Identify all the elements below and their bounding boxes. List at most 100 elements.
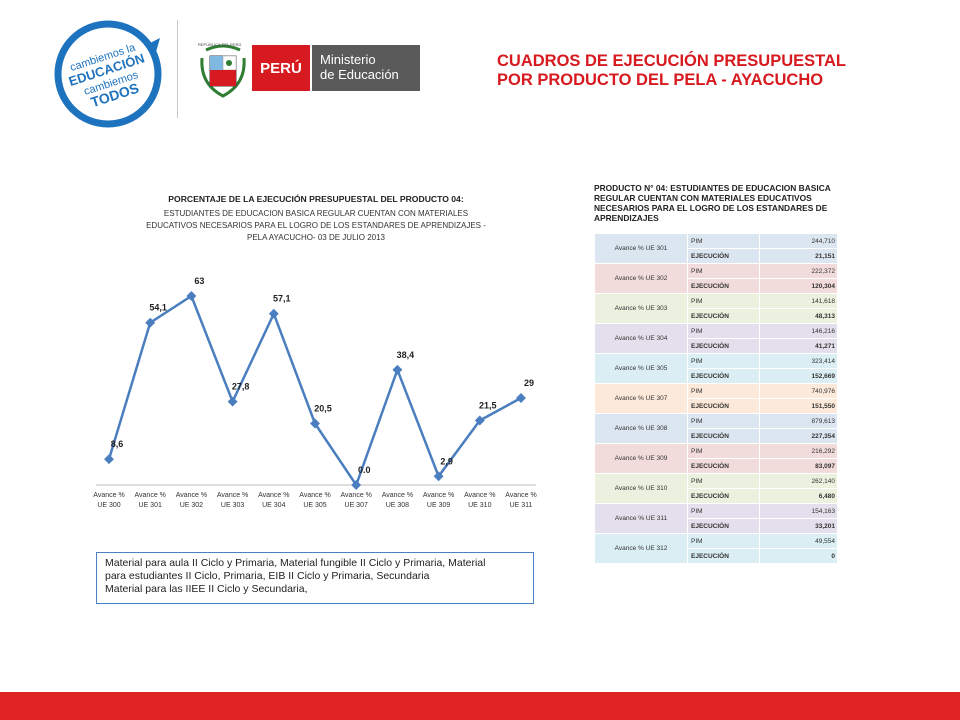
- ejecucion-label-cell: EJECUCIÓN: [687, 458, 760, 474]
- pim-value-cell: 216,292: [759, 443, 838, 459]
- x-tick-label: UE 308: [386, 502, 409, 509]
- ejecucion-value-cell: 33,201: [759, 518, 838, 534]
- x-tick-label: Avance %: [217, 492, 248, 499]
- ue-cell: Avance % UE 307: [594, 383, 688, 414]
- ue-cell: Avance % UE 301: [594, 233, 688, 264]
- ejecucion-label-cell: EJECUCIÓN: [687, 518, 760, 534]
- data-point: [516, 393, 526, 403]
- data-label: 38,4: [397, 350, 415, 360]
- pim-value-cell: 49,554: [759, 533, 838, 549]
- ejecucion-value-cell: 48,313: [759, 308, 838, 324]
- table-row: Avance % UE 304 PIM 146,216: [594, 323, 838, 354]
- x-tick-label: Avance %: [505, 492, 536, 499]
- ejecucion-label-cell: EJECUCIÓN: [687, 488, 760, 504]
- table-title: PRODUCTO N° 04: ESTUDIANTES DE EDUCACION…: [594, 183, 831, 223]
- data-point: [227, 396, 238, 407]
- x-tick-label: Avance %: [135, 492, 166, 499]
- ue-cell: Avance % UE 302: [594, 263, 688, 294]
- ejecucion-label-cell: EJECUCIÓN: [687, 368, 760, 384]
- ue-cell: Avance % UE 312: [594, 533, 688, 564]
- data-point: [351, 480, 362, 490]
- data-label: 0.0: [358, 465, 371, 475]
- x-tick-label: UE 305: [303, 502, 326, 509]
- x-tick-label: Avance %: [176, 492, 207, 499]
- pim-label-cell: PIM: [687, 293, 760, 309]
- x-tick-label: Avance %: [258, 492, 289, 499]
- data-label: 54,1: [149, 303, 167, 313]
- ejecucion-label-cell: EJECUCIÓN: [687, 308, 760, 324]
- x-tick-label: UE 309: [427, 502, 450, 509]
- ejecucion-value-cell: 151,550: [759, 398, 838, 414]
- data-label: 63: [194, 276, 204, 286]
- x-tick-label: Avance %: [464, 492, 495, 499]
- x-tick-label: UE 307: [345, 502, 368, 509]
- ue-cell: Avance % UE 310: [594, 473, 688, 504]
- pim-value-cell: 323,414: [759, 353, 838, 369]
- data-point: [392, 364, 403, 375]
- ue-cell: Avance % UE 311: [594, 503, 688, 534]
- pim-value-cell: 262,140: [759, 473, 838, 489]
- table-row: EJECUCIÓN 83,097: [595, 458, 838, 474]
- coat-of-arms-icon: [200, 44, 246, 98]
- notes-line-1: Material para aula II Ciclo y Primaria, …: [105, 557, 486, 569]
- ejecucion-value-cell: 83,097: [759, 458, 838, 474]
- x-tick-label: UE 300: [97, 502, 120, 509]
- table-row: Avance % UE 308 PIM 879,613: [594, 413, 838, 444]
- table-row: Avance % UE 305 PIM 323,414: [594, 353, 838, 384]
- ejecucion-label-cell: EJECUCIÓN: [687, 398, 760, 414]
- page-title-line-1: CUADROS DE EJECUCIÓN PRESUPUESTAL: [497, 52, 846, 70]
- seal-caption: REPÚBLICA DEL PERÚ: [198, 42, 242, 47]
- series-line: [107, 294, 522, 488]
- x-tick-label: Avance %: [382, 492, 413, 499]
- data-point: [433, 471, 444, 482]
- data-point: [104, 454, 114, 465]
- ue-cell: Avance % UE 308: [594, 413, 688, 444]
- header-divider: [177, 20, 178, 118]
- ue-cell: Avance % UE 305: [594, 353, 688, 384]
- data-label: 29: [524, 378, 534, 388]
- chart-title-line-3: EDUCATIVOS NECESARIOS PARA EL LOGRO DE L…: [146, 221, 486, 230]
- ejecucion-label-cell: EJECUCIÓN: [687, 278, 760, 294]
- ministry-label: Ministerio de Educación: [312, 45, 420, 91]
- chart-title-line-2: ESTUDIANTES DE EDUCACION BASICA REGULAR …: [164, 209, 468, 218]
- x-tick-label: Avance %: [299, 492, 330, 499]
- footer-bar: [0, 692, 960, 720]
- pim-value-cell: 222,372: [759, 263, 838, 279]
- data-label: 27,8: [232, 382, 250, 392]
- data-label: 20,5: [314, 404, 332, 414]
- pim-label-cell: PIM: [687, 233, 760, 249]
- pim-value-cell: 244,710: [759, 233, 838, 249]
- pim-label-cell: PIM: [687, 503, 760, 519]
- ejecucion-label-cell: EJECUCIÓN: [687, 548, 760, 564]
- notes-line-3: Material para las IIEE II Ciclo y Secund…: [105, 583, 308, 595]
- table-row: Avance % UE 309 PIM 216,292: [594, 443, 838, 474]
- data-point: [268, 308, 279, 319]
- pim-label-cell: PIM: [687, 353, 760, 369]
- table-row: Avance % UE 303 PIM 141,618: [594, 293, 838, 324]
- x-tick-label: Avance %: [423, 492, 454, 499]
- data-label: 57,1: [273, 294, 291, 304]
- x-tick-label: Avance %: [341, 492, 372, 499]
- ejecucion-label-cell: EJECUCIÓN: [687, 248, 760, 264]
- ue-cell: Avance % UE 304: [594, 323, 688, 354]
- table-row: EJECUCIÓN 227,354: [595, 428, 838, 444]
- page-title-line-2: POR PRODUCTO DEL PELA - AYACUCHO: [497, 71, 824, 89]
- ejecucion-value-cell: 152,669: [759, 368, 838, 384]
- pim-value-cell: 141,618: [759, 293, 838, 309]
- table-row: EJECUCIÓN 120,304: [595, 278, 838, 294]
- pim-value-cell: 740,976: [759, 383, 838, 399]
- data-label: 21,5: [479, 401, 497, 411]
- peru-label: PERÚ: [252, 45, 310, 91]
- x-tick-label: UE 301: [139, 502, 162, 509]
- ejecucion-label-cell: EJECUCIÓN: [687, 428, 760, 444]
- pim-label-cell: PIM: [687, 263, 760, 279]
- pim-value-cell: 154,163: [759, 503, 838, 519]
- ejecucion-value-cell: 0: [759, 548, 838, 564]
- x-tick-label: UE 310: [468, 502, 491, 509]
- ministry-line-1: Ministerio: [320, 52, 376, 67]
- ue-cell: Avance % UE 303: [594, 293, 688, 324]
- ejecucion-value-cell: 227,354: [759, 428, 838, 444]
- table-row: Avance % UE 312 PIM 49,554: [594, 533, 838, 564]
- pim-label-cell: PIM: [687, 473, 760, 489]
- chart-title-line-4: PELA AYACUCHO- 03 DE JULIO 2013: [247, 233, 386, 242]
